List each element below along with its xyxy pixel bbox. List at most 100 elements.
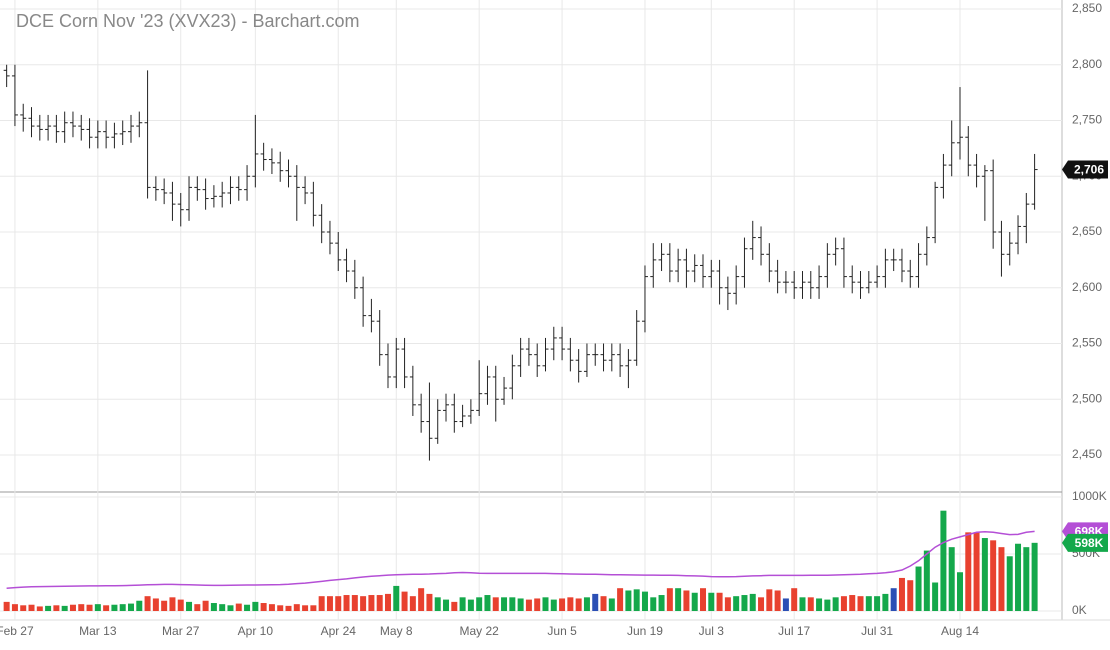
- volume-bar: [111, 604, 118, 611]
- volume-bar: [426, 593, 433, 611]
- x-tick-label: Jul 17: [778, 624, 810, 638]
- volume-bar: [575, 598, 582, 611]
- volume-bar: [915, 566, 922, 611]
- volume-bar: [227, 605, 234, 611]
- volume-bar: [550, 599, 557, 611]
- volume-bar: [617, 588, 624, 611]
- volume-bar: [666, 588, 673, 611]
- volume-bar: [990, 540, 997, 611]
- volume-bar: [509, 597, 516, 611]
- volume-bar: [252, 601, 259, 611]
- volume-bar: [592, 593, 599, 611]
- x-tick-label: Mar 13: [79, 624, 117, 638]
- volume-bar: [700, 588, 707, 611]
- volume-bar: [633, 589, 640, 611]
- volume-bar: [409, 596, 416, 611]
- grid: [0, 0, 1062, 620]
- volume-bar: [874, 596, 881, 611]
- volume-bar: [600, 596, 607, 611]
- volume-bar: [766, 589, 773, 611]
- y-tick-label: 2,850: [1072, 1, 1102, 15]
- volume-bar: [501, 597, 508, 611]
- volume-bar: [840, 596, 847, 611]
- volume-bar: [202, 600, 209, 611]
- value-tag: [1062, 160, 1108, 179]
- volume-bar: [865, 596, 872, 611]
- volume-bar: [1023, 547, 1030, 611]
- y-tick-label: 2,550: [1072, 336, 1102, 350]
- volume-bar: [302, 605, 309, 611]
- volume-bar: [152, 598, 159, 611]
- volume-bar: [849, 595, 856, 611]
- volume-bar: [268, 604, 275, 611]
- volume-bar: [907, 580, 914, 611]
- volume-bar: [774, 590, 781, 611]
- volume-bar: [857, 596, 864, 611]
- value-tag: [1062, 533, 1108, 552]
- volume-bar: [567, 597, 574, 611]
- volume-bar: [451, 601, 458, 611]
- x-tick-label: Apr 10: [238, 624, 274, 638]
- volume-bar: [641, 591, 648, 611]
- y-tick-label: 2,800: [1072, 57, 1102, 71]
- volume-average-line: [6, 530, 1035, 589]
- volume-bar: [177, 599, 184, 611]
- volume-bar: [384, 593, 391, 611]
- volume-bar: [103, 605, 110, 611]
- y-tick-label: 1000K: [1072, 489, 1107, 503]
- volume-bar: [724, 597, 731, 611]
- marks: [3, 64, 1038, 611]
- volume-bar: [956, 572, 963, 611]
- volume-bar: [28, 604, 35, 611]
- volume-bar: [194, 604, 201, 611]
- volume-bar: [782, 598, 789, 611]
- volume-bar: [932, 582, 939, 611]
- volume-bar: [61, 605, 68, 611]
- volume-bar: [285, 605, 292, 611]
- volume-bar: [791, 588, 798, 611]
- volume-bar: [210, 603, 217, 611]
- volume-bar: [948, 547, 955, 611]
- volume-bar: [351, 595, 358, 611]
- volume-bar: [476, 597, 483, 611]
- volume-bar: [360, 596, 367, 611]
- volume-bar: [434, 597, 441, 611]
- volume-bar: [683, 590, 690, 611]
- volume-bar: [235, 603, 242, 611]
- volume-bar: [119, 604, 126, 611]
- volume-bar: [376, 595, 383, 611]
- volume-bar: [86, 604, 93, 611]
- volume-bar: [799, 597, 806, 611]
- volume-bar: [1031, 542, 1038, 611]
- chart-title: DCE Corn Nov '23 (XVX23) - Barchart.com: [16, 11, 360, 31]
- volume-bar: [675, 588, 682, 611]
- x-tick-label: May 22: [459, 624, 499, 638]
- volume-bar: [459, 597, 466, 611]
- volume-bar: [368, 595, 375, 611]
- volume-bar: [816, 598, 823, 611]
- volume-bar: [691, 592, 698, 611]
- x-tick-label: Feb 27: [0, 624, 34, 638]
- value-tag-label: 598K: [1075, 536, 1104, 550]
- volume-bar: [144, 596, 151, 611]
- volume-bar: [940, 510, 947, 611]
- volume-bar: [517, 598, 524, 611]
- volume-bar: [998, 547, 1005, 611]
- volume-bar: [244, 604, 251, 611]
- volume-bar: [343, 595, 350, 611]
- volume-bar: [559, 598, 566, 611]
- volume-bar: [78, 604, 85, 611]
- volume-bar: [965, 532, 972, 611]
- volume-bar: [1015, 543, 1022, 611]
- volume-bar: [741, 595, 748, 611]
- volume-bar: [832, 597, 839, 611]
- volume-bar: [443, 599, 450, 611]
- volume-bar: [3, 601, 10, 611]
- volume-bar: [11, 604, 18, 611]
- x-tick-label: Apr 24: [321, 624, 357, 638]
- volume-bar: [608, 598, 615, 611]
- volume-bar: [625, 590, 632, 611]
- volume-bar: [525, 599, 532, 611]
